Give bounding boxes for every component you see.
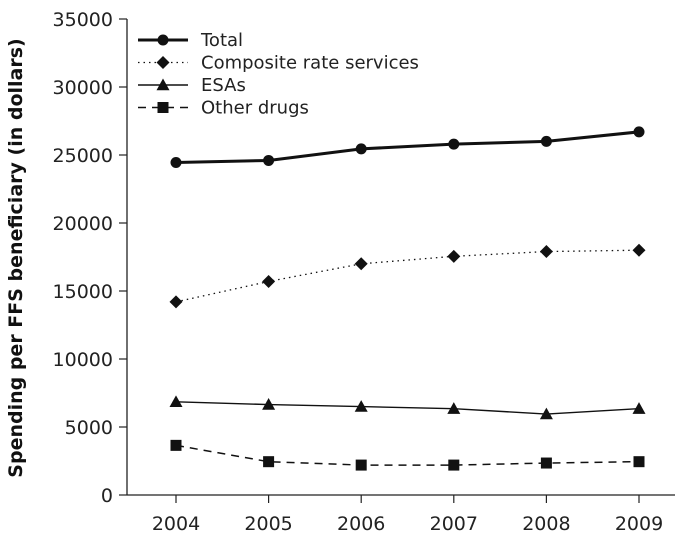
x-tick-label: 2004 <box>152 513 200 535</box>
data-point-other-drugs <box>448 459 460 471</box>
data-point-esas <box>169 395 183 408</box>
series-line-esas <box>175 401 640 415</box>
data-point-esas <box>354 400 368 412</box>
data-point-total <box>170 156 182 168</box>
data-point-composite-rate-services <box>539 245 553 259</box>
data-point-esas <box>262 398 276 410</box>
y-tick-label: 10000 <box>53 349 113 371</box>
data-point-other-drugs <box>170 439 182 451</box>
x-tick-label: 2009 <box>615 513 663 535</box>
data-point-composite-rate-services <box>169 295 183 309</box>
series-line-composite-rate-services <box>175 249 640 303</box>
data-point-other-drugs <box>540 457 552 469</box>
data-point-composite-rate-services <box>632 243 646 257</box>
data-point-other-drugs <box>263 456 275 468</box>
data-point-composite-rate-services <box>354 257 368 271</box>
y-tick-label: 0 <box>101 485 113 507</box>
data-point-esas <box>447 402 461 414</box>
axes: 0 5000 10000 15000 20000 25000 30000 35000 2004 2… <box>53 9 675 535</box>
x-tick-label: 2006 <box>337 513 385 535</box>
data-point-total <box>263 154 275 166</box>
series-layer <box>169 126 646 471</box>
x-tick-label: 2007 <box>430 513 478 535</box>
legend-marker-total <box>157 34 169 46</box>
legend-label-total: Total <box>200 30 243 51</box>
legend-marker-esas <box>156 78 170 91</box>
y-tick-label: 30000 <box>53 77 113 99</box>
data-point-total <box>355 143 367 155</box>
legend-marker-other-drugs <box>157 102 169 113</box>
data-point-total <box>540 135 552 147</box>
y-tick-label: 15000 <box>53 281 113 303</box>
legend-marker-composite-rate-services <box>156 56 170 69</box>
data-point-total <box>633 126 645 138</box>
legend-label-esas: ESAs <box>201 75 246 96</box>
data-point-other-drugs <box>633 456 645 468</box>
legend-label-composite-rate-services: Composite rate services <box>201 53 419 74</box>
data-point-esas <box>632 402 646 414</box>
series-line-total <box>175 130 640 164</box>
data-point-esas <box>539 407 553 420</box>
y-tick-label: 35000 <box>53 9 113 31</box>
legend-label-other-drugs: Other drugs <box>201 98 309 119</box>
x-tick-label: 2008 <box>522 513 570 535</box>
x-tick-label: 2005 <box>244 513 292 535</box>
y-tick-label: 25000 <box>53 145 113 167</box>
y-axis-label: Spending per FFS beneficiary (in dollars… <box>5 38 27 477</box>
y-tick-label: 20000 <box>53 213 113 235</box>
data-point-total <box>448 138 460 150</box>
data-point-other-drugs <box>355 459 367 471</box>
y-tick-label: 5000 <box>65 417 113 439</box>
series-line-other-drugs <box>175 444 640 466</box>
data-point-composite-rate-services <box>447 249 461 263</box>
data-point-composite-rate-services <box>262 274 276 288</box>
